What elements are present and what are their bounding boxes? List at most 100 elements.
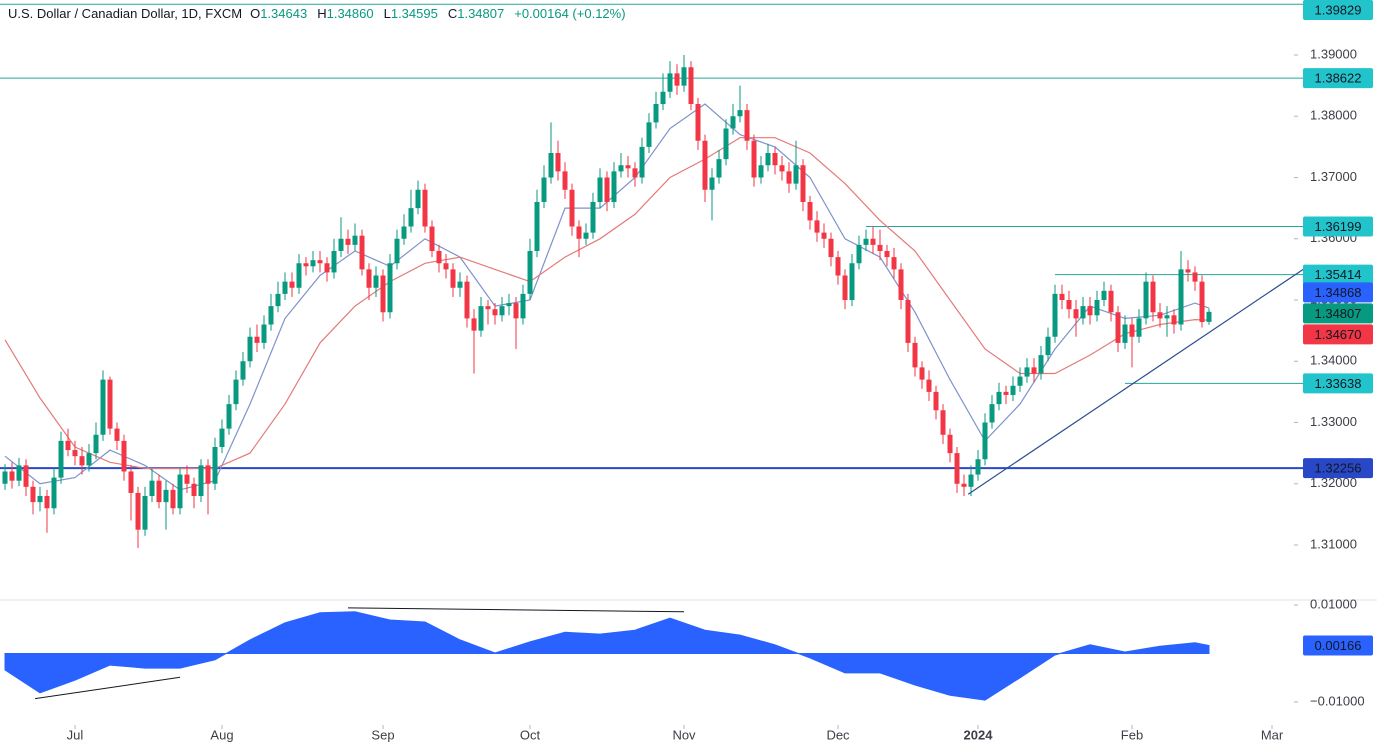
candle-body (569, 189, 575, 227)
x-tick-label: Nov (672, 727, 696, 742)
candle-body (436, 251, 442, 264)
candle-body (415, 189, 421, 209)
candle-body (492, 309, 498, 316)
ohlc-key: C (448, 6, 457, 21)
candle-body (261, 324, 267, 343)
candle-body (870, 238, 876, 245)
price-tag-box (1303, 282, 1373, 303)
title: U.S. Dollar / Canadian Dollar, 1D, FXCM (8, 6, 242, 21)
candle-body (191, 483, 197, 496)
candle-body (1199, 281, 1205, 323)
y-tick-label: 1.33000 (1310, 414, 1357, 429)
change: +0.00164 (+0.12%) (514, 6, 625, 21)
x-tick-label: Mar (1261, 727, 1284, 742)
candle-body (1101, 290, 1107, 300)
oscillator-area (4, 611, 1210, 701)
price-tag-box (1303, 303, 1373, 324)
candle-body (835, 257, 841, 276)
candle-body (156, 480, 162, 503)
candle-body (114, 428, 120, 441)
candle-body (1192, 272, 1198, 282)
candle-body (1038, 355, 1044, 374)
candle-body (1094, 300, 1100, 316)
candle-body (1150, 281, 1156, 313)
candle-body (471, 318, 477, 331)
candle-body (758, 165, 764, 178)
level-label: 1.38622 (1315, 71, 1362, 86)
header: U.S. Dollar / Canadian Dollar, 1D, FXCM O… (8, 6, 626, 21)
candle-body (849, 263, 855, 300)
candle-body (163, 489, 169, 503)
y-tick-label: 1.31000 (1310, 536, 1357, 551)
candle-body (100, 379, 106, 435)
candle-body (478, 306, 484, 331)
candle-body (520, 293, 526, 319)
candle-body (989, 404, 995, 423)
level-label: 1.32256 (1315, 461, 1362, 476)
ohlc-value: 1.34643 (260, 6, 307, 21)
candle-body (1059, 293, 1065, 300)
oscillator-tag-box (1303, 635, 1373, 656)
candle-body (1052, 293, 1058, 337)
candle-body (324, 263, 330, 273)
candle-body (779, 165, 785, 172)
candle-body (401, 226, 407, 239)
candle-body (16, 465, 22, 481)
candle-body (93, 434, 99, 454)
osc-tick-label: −0.01000 (1310, 693, 1365, 708)
candle-body (345, 238, 351, 245)
candle-body (380, 275, 386, 313)
candle-body (394, 238, 400, 264)
level-label: 1.39829 (1315, 2, 1362, 17)
price-tag: 1.34868 (1315, 285, 1362, 300)
candle-body (1164, 315, 1170, 319)
candle-body (1129, 324, 1135, 337)
candle-body (940, 410, 946, 435)
candle-body (947, 434, 953, 454)
candle-body (387, 263, 393, 313)
candle-body (541, 177, 547, 203)
candle-body (730, 116, 736, 129)
candle-body (1157, 312, 1163, 319)
candle-body (814, 220, 820, 233)
candle-body (1108, 290, 1114, 313)
candle-body (534, 202, 540, 252)
candle-body (506, 303, 512, 307)
candle-body (303, 263, 309, 267)
level-label: 1.35414 (1315, 267, 1362, 282)
candle-body (576, 226, 582, 239)
candle-body (996, 391, 1002, 405)
candle-body (247, 336, 253, 362)
candle-body (450, 269, 456, 288)
candle-body (863, 238, 869, 245)
x-tick-label: Feb (1121, 727, 1143, 742)
y-tick-label: 1.37000 (1310, 169, 1357, 184)
candle-body (884, 251, 890, 258)
candle-body (464, 281, 470, 319)
candle-body (331, 251, 337, 273)
candle-body (625, 165, 631, 169)
candle-body (352, 235, 358, 245)
candle-body (366, 269, 372, 288)
level-label-box (1303, 216, 1373, 237)
candle-body (548, 153, 554, 178)
candle-body (1136, 318, 1142, 337)
candle-body (653, 104, 659, 123)
candle-body (681, 67, 687, 86)
x-tick-label: Oct (520, 727, 541, 742)
candle-body (772, 153, 778, 166)
candle-body (1178, 269, 1184, 325)
candle-body (926, 379, 932, 392)
candle-body (709, 177, 715, 190)
ohlc-value: 1.34807 (457, 6, 504, 21)
candle-body (373, 275, 379, 288)
candle-body (562, 171, 568, 190)
candle-body (44, 495, 50, 509)
candle-body (254, 336, 260, 343)
candle-body (821, 232, 827, 239)
ohlc-key: O (250, 6, 260, 21)
candle-body (639, 146, 645, 178)
candle-body (961, 483, 967, 487)
candle-body (744, 110, 750, 141)
level-label-box (1303, 264, 1373, 285)
